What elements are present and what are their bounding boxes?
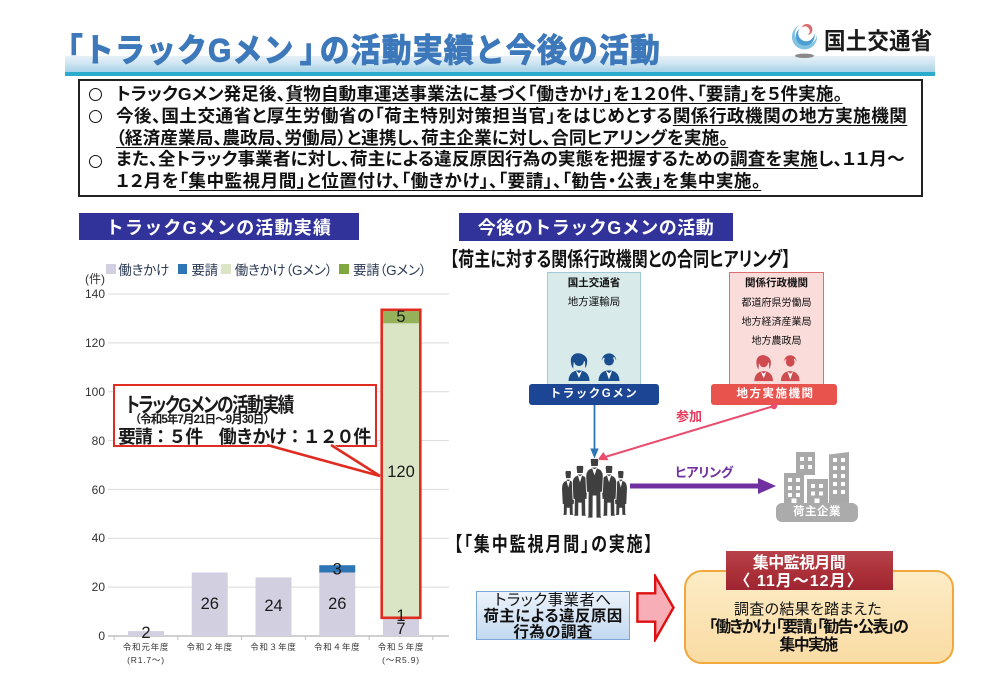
svg-text:100: 100 [85,385,105,399]
svg-text:(～R5.9): (～R5.9) [382,655,420,665]
svg-text:2: 2 [141,624,150,642]
svg-text:令和５年度: 令和５年度 [378,642,425,652]
svg-text:24: 24 [264,597,282,615]
svg-text:1: 1 [396,607,405,625]
svg-text:令和元年度: 令和元年度 [123,642,170,652]
svg-text:7: 7 [396,620,405,638]
svg-text:令和３年度: 令和３年度 [250,642,297,652]
svg-text:120: 120 [85,336,105,350]
svg-text:120: 120 [387,463,415,481]
svg-text:40: 40 [92,531,106,545]
svg-text:60: 60 [92,483,106,497]
svg-text:令和２年度: 令和２年度 [186,642,233,652]
svg-text:20: 20 [92,580,106,594]
svg-text:3: 3 [333,561,342,579]
svg-text:0: 0 [98,629,105,643]
svg-text:26: 26 [201,595,219,613]
svg-text:(R1.7～): (R1.7～) [127,655,165,665]
svg-text:140: 140 [85,287,105,301]
svg-text:80: 80 [92,434,106,448]
svg-text:26: 26 [328,595,346,613]
svg-text:令和４年度: 令和４年度 [314,642,361,652]
svg-text:5: 5 [396,308,405,326]
